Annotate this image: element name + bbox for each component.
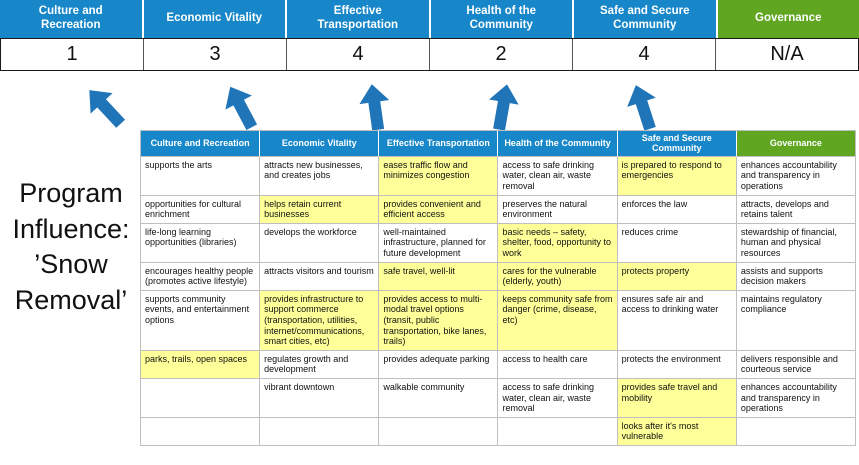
matrix-cell-r1-c5: is prepared to respond to emergencies bbox=[617, 156, 737, 196]
up-arrow-icon bbox=[217, 80, 265, 135]
influence-matrix: Culture and Recreation Economic Vitality E… bbox=[140, 130, 856, 447]
matrix-cell-r1-c1: supports the arts bbox=[141, 156, 261, 196]
matrix-cell-r7-c6: enhances accountability and transparency… bbox=[736, 379, 856, 418]
matrix-cell-r5-c1: supports community events, and entertain… bbox=[141, 290, 261, 351]
matrix-cell-r2-c5: enforces the law bbox=[617, 195, 737, 224]
matrix-cell-r6-c1: parks, trails, open spaces bbox=[141, 350, 261, 380]
matrix-cell-r1-c2: attracts new businesses, and creates job… bbox=[260, 156, 380, 196]
pillar-header-governance: Governance bbox=[717, 0, 859, 38]
pillar-header-health-of-the-community: Health of the Community bbox=[430, 0, 572, 38]
matrix-cell-r6-c4: access to health care bbox=[498, 350, 618, 380]
matrix-cell-r7-c5: provides safe travel and mobility bbox=[617, 379, 737, 418]
matrix-cell-r8-c1 bbox=[141, 417, 261, 447]
up-arrow-icon bbox=[78, 80, 131, 134]
matrix-cell-r7-c4: access to safe drinking water, clean air… bbox=[498, 379, 618, 418]
matrix-cell-r6-c2: regulates growth and development bbox=[260, 350, 380, 380]
matrix-cell-r6-c5: protects the environment bbox=[617, 350, 737, 380]
matrix-cell-r3-c3: well-maintained infrastructure, planned … bbox=[379, 223, 499, 263]
matrix-cell-r2-c3: provides convenient and efficient access bbox=[379, 195, 499, 224]
matrix-cell-r4-c5: protects property bbox=[617, 262, 737, 291]
matrix-header-5: Safe and Secure Community bbox=[617, 131, 737, 157]
matrix-cell-r8-c5: looks after it's most vulnerable bbox=[617, 417, 737, 447]
matrix-cell-r6-c3: provides adequate parking bbox=[379, 350, 499, 380]
pillar-header-culture-and-recreation: Culture and Recreation bbox=[0, 0, 142, 38]
matrix-cell-r1-c4: access to safe drinking water, clean air… bbox=[498, 156, 618, 196]
score-safe-and-secure-community: 4 bbox=[573, 39, 716, 70]
matrix-cell-r7-c3: walkable community bbox=[379, 379, 499, 418]
matrix-header-4: Health of the Community bbox=[498, 131, 618, 157]
pillar-header-effective-transportation: Effective Transportation bbox=[287, 0, 429, 38]
matrix-cell-r7-c2: vibrant downtown bbox=[260, 379, 380, 418]
matrix-cell-r3-c4: basic needs – safety, shelter, food, opp… bbox=[498, 223, 618, 263]
matrix-cell-r2-c1: opportunities for cultural enrichment bbox=[141, 195, 261, 224]
score-culture-and-recreation: 1 bbox=[1, 39, 144, 70]
matrix-cell-r5-c5: ensures safe air and access to drinking … bbox=[617, 290, 737, 351]
matrix-cell-r4-c6: assists and supports decision makers bbox=[736, 262, 856, 291]
score-row: 1 3 4 2 4 N/A bbox=[0, 38, 859, 71]
matrix-header-6: Governance bbox=[736, 131, 856, 157]
matrix-cell-r4-c1: encourages healthy people (promotes acti… bbox=[141, 262, 261, 291]
up-arrow-icon bbox=[622, 80, 665, 133]
matrix-header-3: Effective Transportation bbox=[379, 131, 499, 157]
matrix-cell-r3-c5: reduces crime bbox=[617, 223, 737, 263]
matrix-cell-r7-c1 bbox=[141, 379, 261, 418]
matrix-cell-r8-c3 bbox=[379, 417, 499, 447]
matrix-cell-r5-c6: maintains regulatory compliance bbox=[736, 290, 856, 351]
matrix-cell-r5-c4: keeps community safe from danger (crime,… bbox=[498, 290, 618, 351]
pillar-header-economic-vitality: Economic Vitality bbox=[143, 0, 285, 38]
up-arrow-icon bbox=[357, 82, 393, 132]
matrix-cell-r2-c4: preserves the natural environment bbox=[498, 195, 618, 224]
matrix-cell-r8-c4 bbox=[498, 417, 618, 447]
matrix-cell-r5-c2: provides infrastructure to support comme… bbox=[260, 290, 380, 351]
matrix-cell-r8-c6 bbox=[736, 417, 856, 447]
program-influence-label: Program Influence: ’Snow Removal’ bbox=[12, 178, 130, 315]
matrix-cell-r8-c2 bbox=[260, 417, 380, 447]
matrix-cell-r2-c2: helps retain current businesses bbox=[260, 195, 380, 224]
score-economic-vitality: 3 bbox=[144, 39, 287, 70]
matrix-cell-r5-c3: provides access to multi-modal travel op… bbox=[379, 290, 499, 351]
score-effective-transportation: 4 bbox=[287, 39, 430, 70]
matrix-cell-r3-c1: life-long learning opportunities (librar… bbox=[141, 223, 261, 263]
matrix-cell-r2-c6: attracts, develops and retains talent bbox=[736, 195, 856, 224]
matrix-cell-r3-c2: develops the workforce bbox=[260, 223, 380, 263]
matrix-cell-r4-c4: cares for the vulnerable (elderly, youth… bbox=[498, 262, 618, 291]
matrix-cell-r3-c6: stewardship of financial, human and phys… bbox=[736, 223, 856, 263]
matrix-cell-r4-c2: attracts visitors and tourism bbox=[260, 262, 380, 291]
pillar-header-safe-and-secure-community: Safe and Secure Community bbox=[574, 0, 716, 38]
up-arrow-icon bbox=[484, 82, 522, 133]
score-health-of-the-community: 2 bbox=[430, 39, 573, 70]
matrix-header-2: Economic Vitality bbox=[260, 131, 380, 157]
matrix-cell-r1-c6: enhances accountability and transparency… bbox=[736, 156, 856, 196]
matrix-cell-r4-c3: safe travel, well-lit bbox=[379, 262, 499, 291]
matrix-cell-r1-c3: eases traffic flow and minimizes congest… bbox=[379, 156, 499, 196]
matrix-header-1: Culture and Recreation bbox=[141, 131, 261, 157]
pillar-banner: Culture and Recreation Economic Vitality… bbox=[0, 0, 859, 38]
score-governance: N/A bbox=[770, 43, 804, 65]
matrix-cell-r6-c6: delivers responsible and courteous servi… bbox=[736, 350, 856, 380]
